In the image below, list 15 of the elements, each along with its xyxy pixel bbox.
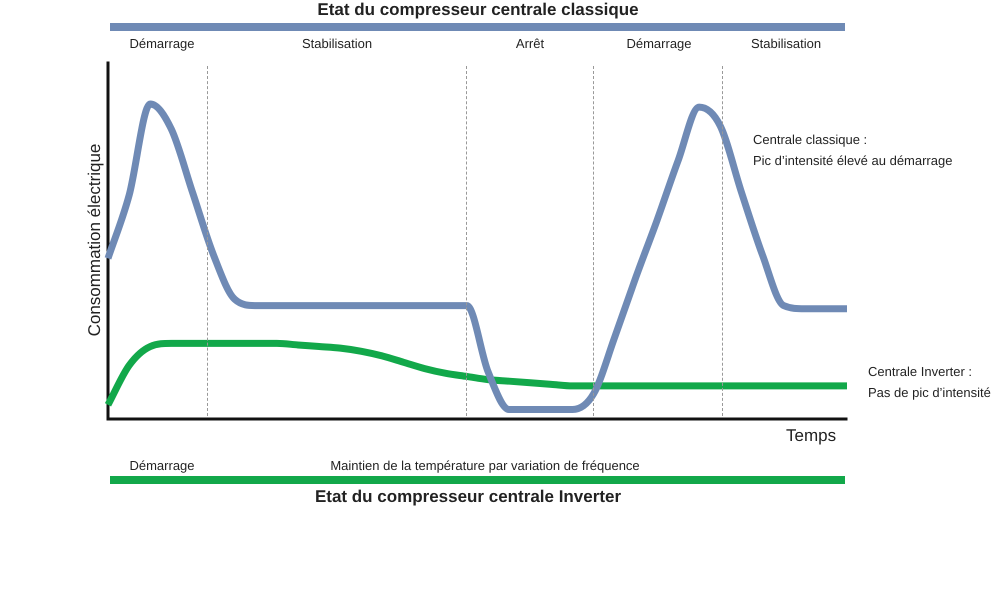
chart-title: Etat du compresseur centrale classique bbox=[317, 0, 639, 20]
text: Démarrage bbox=[129, 458, 195, 474]
text: Démarrage bbox=[626, 36, 692, 52]
text: Centrale Inverter : bbox=[868, 364, 972, 380]
annotation: Centrale classique : bbox=[753, 132, 868, 148]
x-axis-title: Temps bbox=[786, 426, 836, 446]
text: Stabilisation bbox=[750, 36, 822, 52]
text: Pas de pic d’intensité bbox=[868, 385, 991, 401]
text: Etat du compresseur centrale Inverter bbox=[314, 487, 622, 507]
text: Démarrage bbox=[129, 36, 195, 52]
annotation: Pic d’intensité élevé au démarrage bbox=[753, 153, 952, 169]
text: Arrêt bbox=[516, 36, 544, 52]
text: Maintien de la température par variation de fréquence bbox=[330, 458, 640, 474]
text: Stabilisation bbox=[302, 36, 372, 52]
y-axis-title: Consommation électrique bbox=[85, 144, 105, 336]
